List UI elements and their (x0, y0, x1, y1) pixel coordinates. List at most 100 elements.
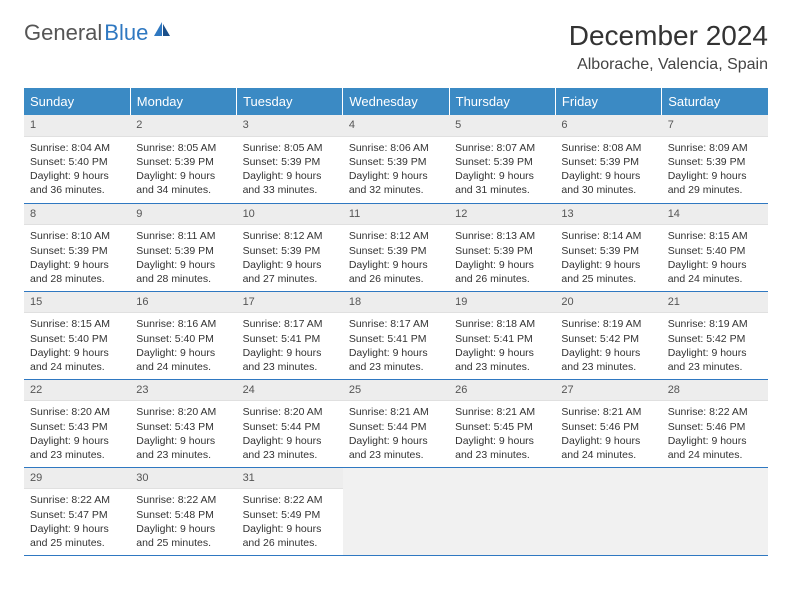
weekday-header: Friday (555, 88, 661, 115)
sunset-line: Sunset: 5:43 PM (136, 420, 230, 434)
daylight-line: Daylight: 9 hours and 24 minutes. (668, 258, 762, 286)
day-cell: 3Sunrise: 8:05 AMSunset: 5:39 PMDaylight… (237, 115, 343, 203)
daylight-line: Daylight: 9 hours and 36 minutes. (30, 169, 124, 197)
day-number: 14 (662, 204, 768, 226)
day-number: 25 (343, 380, 449, 402)
day-cell: 2Sunrise: 8:05 AMSunset: 5:39 PMDaylight… (130, 115, 236, 203)
sail-icon (152, 20, 172, 46)
week-row: 15Sunrise: 8:15 AMSunset: 5:40 PMDayligh… (24, 291, 768, 379)
sunrise-line: Sunrise: 8:12 AM (349, 229, 443, 243)
day-number: 27 (555, 380, 661, 402)
sunset-line: Sunset: 5:39 PM (561, 244, 655, 258)
sunset-line: Sunset: 5:44 PM (349, 420, 443, 434)
daylight-line: Daylight: 9 hours and 23 minutes. (455, 434, 549, 462)
sunset-line: Sunset: 5:45 PM (455, 420, 549, 434)
sunset-line: Sunset: 5:40 PM (136, 332, 230, 346)
daylight-line: Daylight: 9 hours and 23 minutes. (136, 434, 230, 462)
day-cell: 6Sunrise: 8:08 AMSunset: 5:39 PMDaylight… (555, 115, 661, 203)
sunrise-line: Sunrise: 8:15 AM (668, 229, 762, 243)
sunrise-line: Sunrise: 8:04 AM (30, 141, 124, 155)
daylight-line: Daylight: 9 hours and 23 minutes. (243, 434, 337, 462)
sunset-line: Sunset: 5:40 PM (30, 155, 124, 169)
day-number: 18 (343, 292, 449, 314)
day-cell: 12Sunrise: 8:13 AMSunset: 5:39 PMDayligh… (449, 203, 555, 291)
day-body: Sunrise: 8:13 AMSunset: 5:39 PMDaylight:… (449, 225, 555, 290)
day-cell: 17Sunrise: 8:17 AMSunset: 5:41 PMDayligh… (237, 291, 343, 379)
sunset-line: Sunset: 5:41 PM (349, 332, 443, 346)
sunrise-line: Sunrise: 8:22 AM (668, 405, 762, 419)
day-cell (449, 467, 555, 555)
week-row: 1Sunrise: 8:04 AMSunset: 5:40 PMDaylight… (24, 115, 768, 203)
sunset-line: Sunset: 5:44 PM (243, 420, 337, 434)
daylight-line: Daylight: 9 hours and 26 minutes. (349, 258, 443, 286)
day-cell: 25Sunrise: 8:21 AMSunset: 5:44 PMDayligh… (343, 379, 449, 467)
day-number: 16 (130, 292, 236, 314)
day-body: Sunrise: 8:22 AMSunset: 5:48 PMDaylight:… (130, 489, 236, 554)
sunrise-line: Sunrise: 8:14 AM (561, 229, 655, 243)
daylight-line: Daylight: 9 hours and 34 minutes. (136, 169, 230, 197)
day-cell: 23Sunrise: 8:20 AMSunset: 5:43 PMDayligh… (130, 379, 236, 467)
sunrise-line: Sunrise: 8:10 AM (30, 229, 124, 243)
day-number: 8 (24, 204, 130, 226)
day-number: 21 (662, 292, 768, 314)
daylight-line: Daylight: 9 hours and 25 minutes. (30, 522, 124, 550)
day-cell: 8Sunrise: 8:10 AMSunset: 5:39 PMDaylight… (24, 203, 130, 291)
sunset-line: Sunset: 5:46 PM (561, 420, 655, 434)
day-number: 2 (130, 115, 236, 137)
sunset-line: Sunset: 5:49 PM (243, 508, 337, 522)
day-body: Sunrise: 8:07 AMSunset: 5:39 PMDaylight:… (449, 137, 555, 202)
day-number: 11 (343, 204, 449, 226)
sunset-line: Sunset: 5:41 PM (243, 332, 337, 346)
day-cell: 7Sunrise: 8:09 AMSunset: 5:39 PMDaylight… (662, 115, 768, 203)
day-cell: 4Sunrise: 8:06 AMSunset: 5:39 PMDaylight… (343, 115, 449, 203)
sunset-line: Sunset: 5:42 PM (561, 332, 655, 346)
day-number: 5 (449, 115, 555, 137)
sunrise-line: Sunrise: 8:13 AM (455, 229, 549, 243)
day-body: Sunrise: 8:14 AMSunset: 5:39 PMDaylight:… (555, 225, 661, 290)
week-row: 29Sunrise: 8:22 AMSunset: 5:47 PMDayligh… (24, 467, 768, 555)
sunrise-line: Sunrise: 8:21 AM (455, 405, 549, 419)
daylight-line: Daylight: 9 hours and 23 minutes. (243, 346, 337, 374)
day-cell: 29Sunrise: 8:22 AMSunset: 5:47 PMDayligh… (24, 467, 130, 555)
week-row: 8Sunrise: 8:10 AMSunset: 5:39 PMDaylight… (24, 203, 768, 291)
weekday-header: Saturday (662, 88, 768, 115)
weekday-header: Thursday (449, 88, 555, 115)
sunrise-line: Sunrise: 8:16 AM (136, 317, 230, 331)
sunrise-line: Sunrise: 8:22 AM (30, 493, 124, 507)
daylight-line: Daylight: 9 hours and 24 minutes. (668, 434, 762, 462)
daylight-line: Daylight: 9 hours and 25 minutes. (561, 258, 655, 286)
daylight-line: Daylight: 9 hours and 28 minutes. (30, 258, 124, 286)
daylight-line: Daylight: 9 hours and 23 minutes. (668, 346, 762, 374)
day-body: Sunrise: 8:20 AMSunset: 5:43 PMDaylight:… (24, 401, 130, 466)
day-cell: 5Sunrise: 8:07 AMSunset: 5:39 PMDaylight… (449, 115, 555, 203)
day-number: 7 (662, 115, 768, 137)
calendar-table: SundayMondayTuesdayWednesdayThursdayFrid… (24, 88, 768, 556)
day-body: Sunrise: 8:18 AMSunset: 5:41 PMDaylight:… (449, 313, 555, 378)
sunrise-line: Sunrise: 8:07 AM (455, 141, 549, 155)
sunrise-line: Sunrise: 8:06 AM (349, 141, 443, 155)
day-cell: 31Sunrise: 8:22 AMSunset: 5:49 PMDayligh… (237, 467, 343, 555)
day-body: Sunrise: 8:05 AMSunset: 5:39 PMDaylight:… (130, 137, 236, 202)
day-cell: 1Sunrise: 8:04 AMSunset: 5:40 PMDaylight… (24, 115, 130, 203)
day-number: 20 (555, 292, 661, 314)
location-text: Alborache, Valencia, Spain (569, 56, 768, 74)
sunrise-line: Sunrise: 8:21 AM (561, 405, 655, 419)
day-number: 19 (449, 292, 555, 314)
daylight-line: Daylight: 9 hours and 32 minutes. (349, 169, 443, 197)
daylight-line: Daylight: 9 hours and 27 minutes. (243, 258, 337, 286)
day-cell: 14Sunrise: 8:15 AMSunset: 5:40 PMDayligh… (662, 203, 768, 291)
day-body: Sunrise: 8:17 AMSunset: 5:41 PMDaylight:… (343, 313, 449, 378)
day-cell: 13Sunrise: 8:14 AMSunset: 5:39 PMDayligh… (555, 203, 661, 291)
day-body: Sunrise: 8:21 AMSunset: 5:45 PMDaylight:… (449, 401, 555, 466)
calendar-head: SundayMondayTuesdayWednesdayThursdayFrid… (24, 88, 768, 115)
sunset-line: Sunset: 5:40 PM (30, 332, 124, 346)
day-cell (662, 467, 768, 555)
daylight-line: Daylight: 9 hours and 28 minutes. (136, 258, 230, 286)
sunset-line: Sunset: 5:39 PM (349, 244, 443, 258)
sunset-line: Sunset: 5:39 PM (136, 155, 230, 169)
day-number: 15 (24, 292, 130, 314)
day-number: 22 (24, 380, 130, 402)
day-number: 9 (130, 204, 236, 226)
day-body: Sunrise: 8:06 AMSunset: 5:39 PMDaylight:… (343, 137, 449, 202)
day-body: Sunrise: 8:15 AMSunset: 5:40 PMDaylight:… (24, 313, 130, 378)
